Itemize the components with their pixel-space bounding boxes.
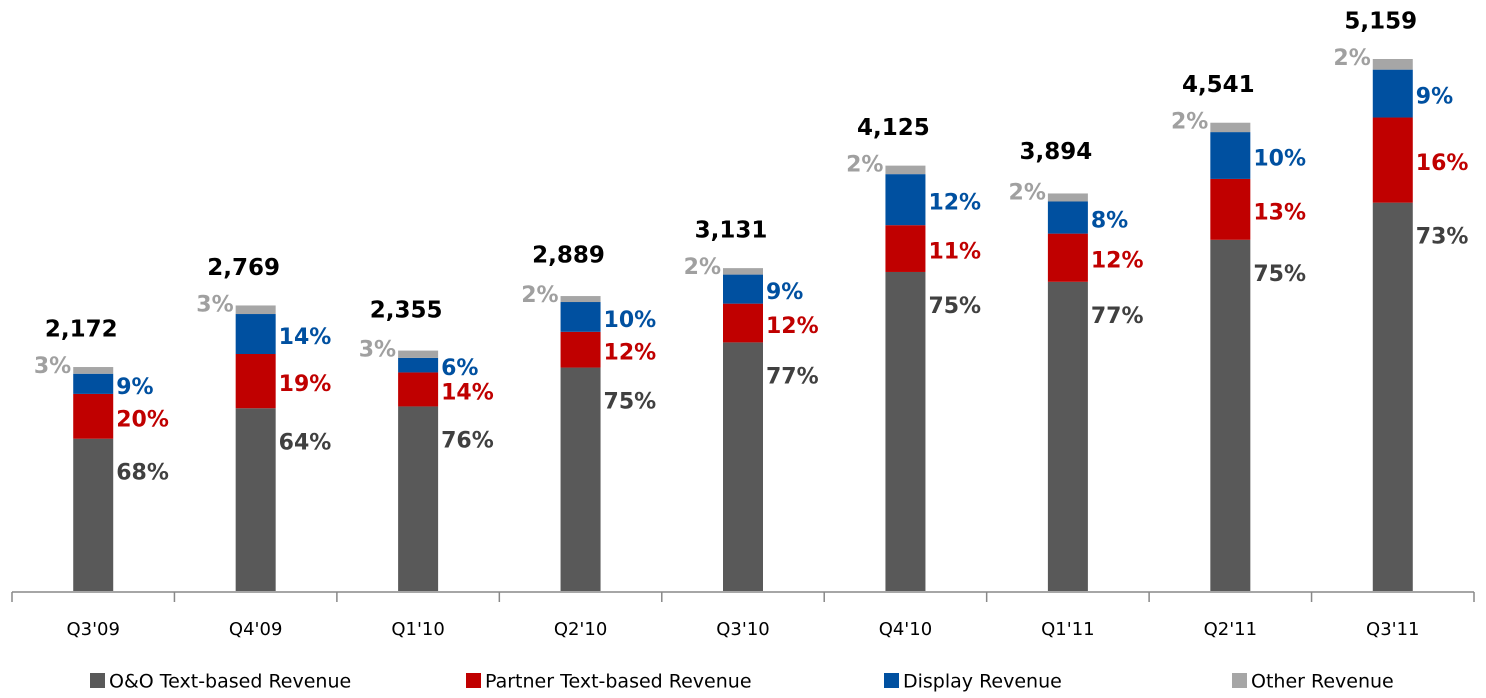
bar-segment: [885, 174, 926, 226]
bar-segment: [885, 165, 926, 175]
bar-segment: [73, 438, 114, 591]
bar-segment: [560, 296, 601, 303]
bar-segment: [885, 271, 926, 591]
bar-segment: [723, 303, 763, 343]
value-label: 14%: [441, 380, 494, 405]
value-label: 2%: [521, 283, 558, 308]
bar-segment: [73, 373, 114, 394]
bar-segment: [1047, 281, 1088, 591]
value-label: 6%: [441, 356, 478, 381]
value-label: 12%: [928, 191, 981, 216]
legend-label: Display Revenue: [903, 671, 1062, 693]
x-tick-label: Q4'09: [229, 619, 282, 640]
value-label: 73%: [1416, 225, 1469, 250]
bar-segment: [1210, 239, 1251, 591]
value-label: 2%: [1009, 180, 1046, 205]
total-label: 2,889: [532, 243, 605, 269]
legend-label: O&O Text-based Revenue: [109, 671, 351, 693]
bar-segment: [1372, 117, 1413, 203]
x-tick-label: Q1'11: [1041, 619, 1094, 640]
x-tick-label: Q2'10: [554, 619, 607, 640]
value-label: 8%: [1091, 209, 1128, 234]
bar-segment: [560, 331, 601, 368]
value-label: 10%: [604, 308, 657, 333]
legend-swatch: [90, 673, 105, 688]
value-label: 9%: [1416, 85, 1453, 110]
bar-segment: [398, 350, 439, 358]
bar-segment: [1047, 193, 1088, 202]
x-tick-label: Q2'11: [1204, 619, 1257, 640]
value-label: 77%: [1091, 304, 1144, 329]
bar-segment: [235, 314, 276, 355]
value-label: 75%: [928, 294, 981, 319]
value-label: 2%: [1333, 46, 1370, 71]
bar-segment: [1372, 69, 1413, 118]
bar-segment: [73, 367, 114, 374]
x-tick-label: Q4'10: [879, 619, 932, 640]
value-label: 3%: [196, 292, 233, 317]
bar-segment: [1047, 233, 1088, 282]
value-label: 12%: [1091, 249, 1144, 274]
bar-segment: [560, 302, 601, 332]
value-label: 2%: [684, 255, 721, 280]
total-label: 5,159: [1344, 9, 1417, 35]
total-label: 2,769: [207, 255, 280, 281]
legend-swatch: [466, 673, 481, 688]
x-tick-label: Q1'10: [391, 619, 444, 640]
total-label: 2,172: [45, 317, 118, 343]
bar-segment: [1372, 202, 1413, 591]
total-label: 4,541: [1182, 72, 1255, 98]
value-label: 12%: [766, 314, 819, 339]
total-label: 3,131: [695, 218, 768, 244]
bar-segment: [398, 357, 439, 373]
value-label: 19%: [279, 372, 332, 397]
value-label: 13%: [1253, 200, 1306, 225]
legend-swatch: [884, 673, 899, 688]
bar-segment: [398, 372, 439, 407]
bar-segment: [235, 305, 276, 315]
bar-segment: [1372, 59, 1413, 70]
bar-segment: [1210, 178, 1251, 240]
value-label: 77%: [766, 364, 819, 389]
value-label: 14%: [279, 325, 332, 350]
value-label: 2%: [846, 153, 883, 178]
value-label: 11%: [928, 240, 981, 265]
legend-label: Other Revenue: [1251, 671, 1394, 693]
bar-segment: [235, 354, 276, 409]
value-label: 10%: [1253, 147, 1306, 172]
value-label: 12%: [604, 341, 657, 366]
bar-segment: [1210, 132, 1251, 179]
bar-segment: [723, 342, 763, 591]
value-label: 16%: [1416, 151, 1469, 176]
bar-segment: [1047, 201, 1088, 234]
bar-segment: [723, 268, 763, 275]
x-tick-label: Q3'11: [1366, 619, 1419, 640]
value-label: 20%: [116, 407, 169, 432]
value-label: 2%: [1171, 110, 1208, 135]
value-label: 64%: [279, 430, 332, 455]
bar-segment: [73, 393, 114, 439]
x-tick-label: Q3'10: [716, 619, 769, 640]
bar-segment: [1210, 122, 1251, 133]
bar-segment: [398, 406, 439, 591]
legend-label: Partner Text-based Revenue: [485, 671, 752, 693]
legend-swatch: [1232, 673, 1247, 688]
total-label: 2,355: [370, 298, 443, 324]
bar-segment: [885, 225, 926, 272]
bar-segment: [560, 367, 601, 591]
bar-segment: [723, 274, 763, 304]
value-label: 3%: [34, 354, 71, 379]
value-label: 76%: [441, 428, 494, 453]
value-label: 9%: [766, 280, 803, 305]
x-tick-label: Q3'09: [66, 619, 119, 640]
value-label: 9%: [116, 375, 153, 400]
total-label: 3,894: [1020, 139, 1093, 165]
value-label: 75%: [1253, 262, 1306, 287]
total-label: 4,125: [857, 115, 930, 141]
value-label: 75%: [604, 390, 657, 415]
value-label: 3%: [359, 338, 396, 363]
value-label: 68%: [116, 461, 169, 486]
bar-segment: [235, 408, 276, 591]
